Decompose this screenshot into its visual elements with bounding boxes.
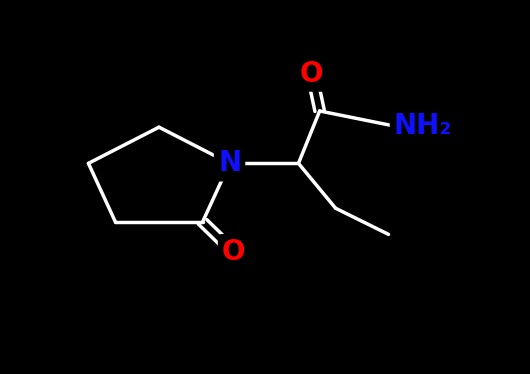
Text: O: O [300, 59, 323, 88]
Text: O: O [222, 238, 245, 266]
Text: NH₂: NH₂ [394, 112, 452, 140]
Text: N: N [218, 149, 241, 177]
